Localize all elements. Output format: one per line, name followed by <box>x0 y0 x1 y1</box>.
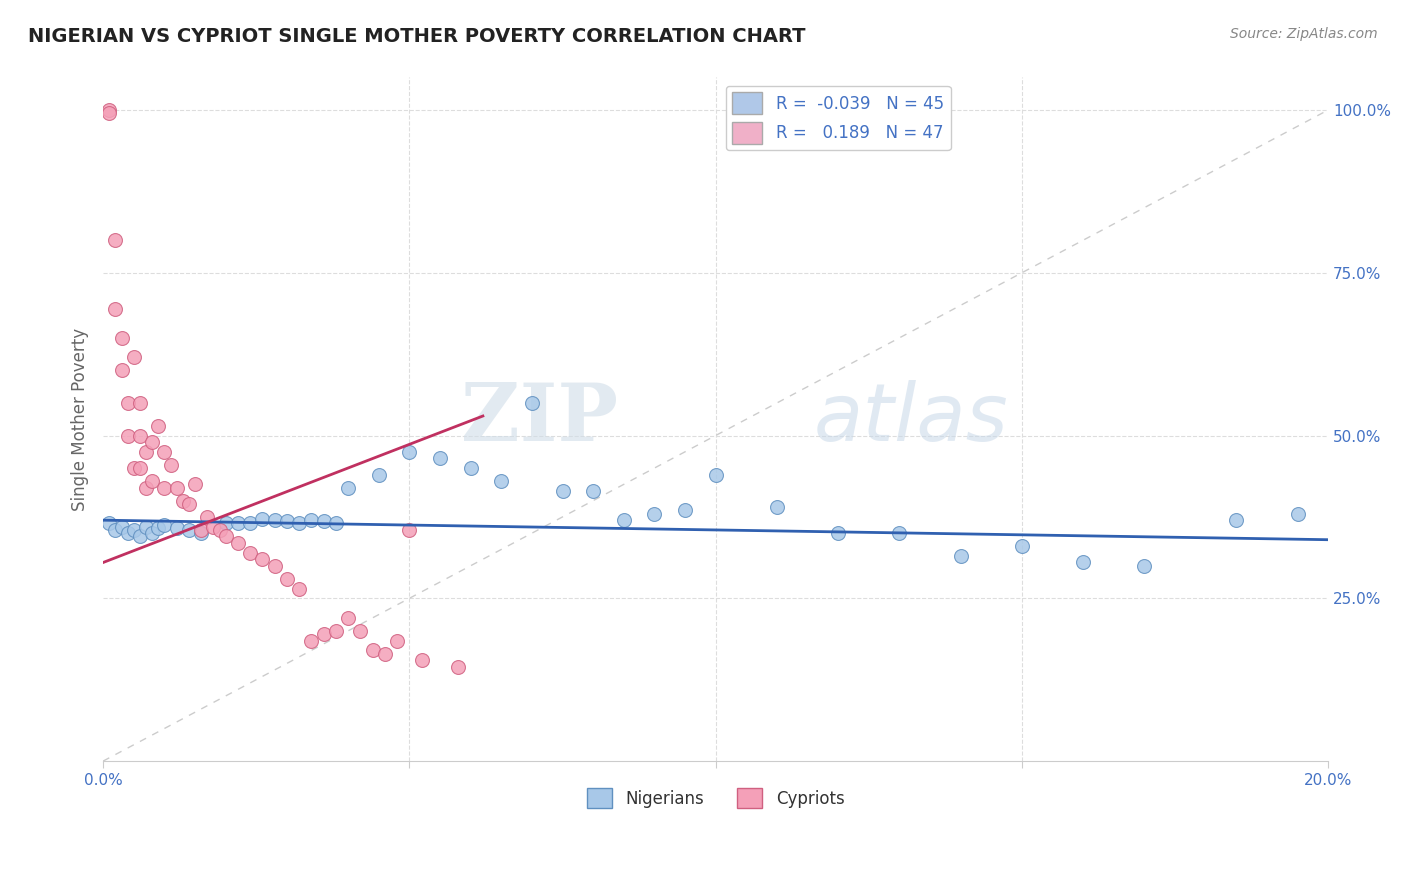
Point <box>288 516 311 531</box>
Point <box>337 611 360 625</box>
Point <box>520 396 543 410</box>
Point <box>122 351 145 365</box>
Point <box>128 428 150 442</box>
Point <box>148 521 170 535</box>
Point <box>312 627 335 641</box>
Point <box>582 483 605 498</box>
Point <box>110 331 132 345</box>
Point <box>447 659 470 673</box>
Point <box>299 513 322 527</box>
Text: Source: ZipAtlas.com: Source: ZipAtlas.com <box>1230 27 1378 41</box>
Point <box>374 647 396 661</box>
Point <box>949 549 972 563</box>
Point <box>122 461 145 475</box>
Text: ZIP: ZIP <box>461 380 617 458</box>
Point <box>613 513 636 527</box>
Point <box>184 477 207 491</box>
Point <box>252 552 274 566</box>
Point <box>141 526 163 541</box>
Point <box>177 523 200 537</box>
Point <box>349 624 371 638</box>
Point <box>491 474 513 488</box>
Point <box>141 435 163 450</box>
Point <box>673 503 696 517</box>
Point <box>117 526 139 541</box>
Point <box>411 653 433 667</box>
Point <box>128 461 150 475</box>
Point <box>135 445 157 459</box>
Point <box>110 519 132 533</box>
Point <box>166 521 188 535</box>
Point <box>704 467 727 482</box>
Point <box>367 467 389 482</box>
Point <box>128 396 150 410</box>
Point <box>226 516 249 531</box>
Point <box>135 481 157 495</box>
Point <box>117 428 139 442</box>
Point <box>398 445 420 459</box>
Point <box>190 526 212 541</box>
Point <box>325 624 347 638</box>
Point <box>239 516 262 531</box>
Point <box>226 536 249 550</box>
Point <box>141 474 163 488</box>
Point <box>276 515 298 529</box>
Point <box>1071 556 1094 570</box>
Point <box>1286 507 1309 521</box>
Point <box>252 512 274 526</box>
Point <box>117 396 139 410</box>
Point <box>312 515 335 529</box>
Point <box>385 633 408 648</box>
Point <box>460 461 482 475</box>
Point <box>276 572 298 586</box>
Point <box>172 493 194 508</box>
Point <box>643 507 665 521</box>
Point <box>104 301 127 316</box>
Point <box>288 582 311 596</box>
Point <box>889 526 911 541</box>
Point <box>98 516 121 531</box>
Point <box>1133 558 1156 573</box>
Point <box>104 233 127 247</box>
Point <box>263 558 285 573</box>
Text: atlas: atlas <box>814 380 1008 458</box>
Point <box>104 523 127 537</box>
Point <box>337 481 360 495</box>
Point <box>1225 513 1247 527</box>
Text: NIGERIAN VS CYPRIOT SINGLE MOTHER POVERTY CORRELATION CHART: NIGERIAN VS CYPRIOT SINGLE MOTHER POVERT… <box>28 27 806 45</box>
Point <box>166 481 188 495</box>
Point <box>827 526 849 541</box>
Point <box>159 458 181 472</box>
Point <box>128 529 150 543</box>
Point <box>135 519 157 533</box>
Point <box>429 451 451 466</box>
Point <box>190 523 212 537</box>
Point <box>153 445 176 459</box>
Point <box>214 529 236 543</box>
Legend: Nigerians, Cypriots: Nigerians, Cypriots <box>581 781 851 814</box>
Point <box>551 483 574 498</box>
Point <box>195 510 218 524</box>
Point <box>299 633 322 648</box>
Point <box>766 500 789 515</box>
Point <box>148 418 170 433</box>
Point <box>153 481 176 495</box>
Point <box>239 546 262 560</box>
Point <box>263 513 285 527</box>
Point <box>325 516 347 531</box>
Point <box>214 516 236 531</box>
Point <box>1011 539 1033 553</box>
Point <box>98 103 121 117</box>
Point <box>398 523 420 537</box>
Point <box>361 643 384 657</box>
Point <box>110 363 132 377</box>
Point <box>208 523 231 537</box>
Point <box>122 523 145 537</box>
Point <box>177 497 200 511</box>
Point <box>202 519 225 533</box>
Y-axis label: Single Mother Poverty: Single Mother Poverty <box>72 327 89 511</box>
Point <box>98 106 121 120</box>
Point <box>153 518 176 533</box>
